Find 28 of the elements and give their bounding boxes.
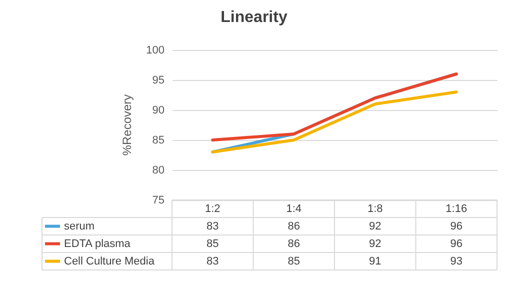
- chart-title: Linearity: [220, 9, 288, 26]
- legend-label: serum: [64, 220, 95, 232]
- data-label: 92: [369, 238, 382, 250]
- legend-label: EDTA plasma: [64, 238, 132, 250]
- y-tick-label: 75: [152, 194, 164, 206]
- data-label: 85: [206, 238, 219, 250]
- data-label: 86: [288, 238, 300, 250]
- data-label: 96: [450, 238, 462, 250]
- y-tick-label: 85: [152, 134, 164, 146]
- line-series: [211, 90, 458, 154]
- x-tick-label: 1:8: [367, 202, 383, 215]
- data-label: 91: [369, 255, 382, 268]
- legend-label: Cell Culture Media: [64, 255, 156, 268]
- x-tick-label: 1:16: [446, 202, 468, 215]
- data-label: 85: [288, 255, 300, 268]
- data-label: 83: [206, 220, 219, 232]
- data-label: 83: [206, 255, 219, 268]
- y-tick-label: 95: [152, 74, 164, 86]
- x-tick-label: 1:4: [286, 202, 302, 215]
- data-label: 92: [369, 220, 382, 232]
- y-tick-label: 90: [152, 104, 164, 116]
- y-axis-title: %Recovery: [120, 94, 134, 156]
- y-tick-label: 80: [152, 164, 164, 176]
- data-label: 93: [450, 255, 462, 268]
- y-tick-label: 100: [146, 44, 164, 56]
- data-label: 86: [288, 220, 300, 232]
- data-label: 96: [450, 220, 462, 232]
- x-tick-label: 1:2: [204, 202, 220, 215]
